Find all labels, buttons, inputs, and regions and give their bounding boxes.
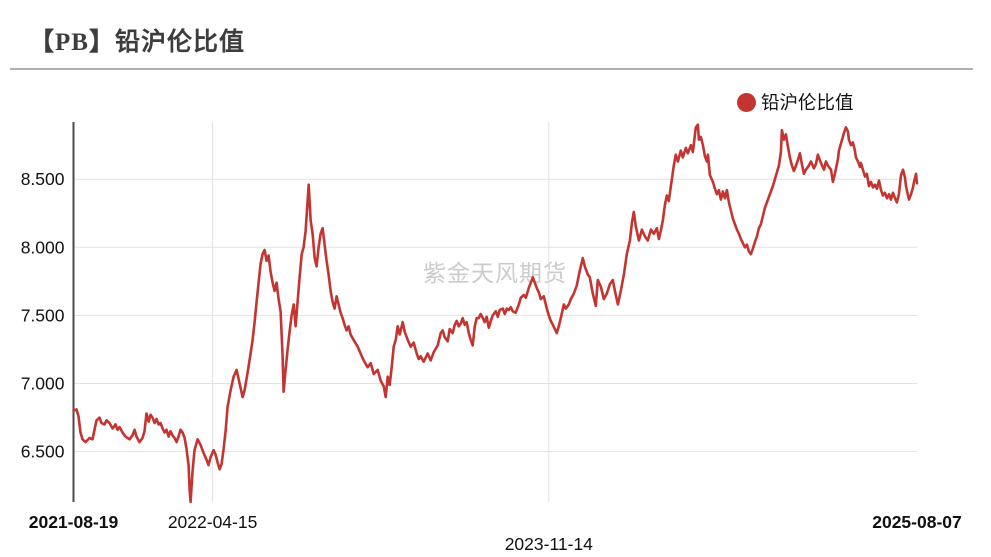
y-tick-label: 6.500 bbox=[21, 442, 65, 462]
legend-marker-icon bbox=[737, 92, 756, 112]
legend-label: 铅沪伦比值 bbox=[761, 92, 854, 113]
x-tick-label: 2021-08-19 bbox=[29, 512, 119, 532]
y-tick-label: 7.000 bbox=[21, 374, 65, 394]
y-tick-label: 8.500 bbox=[21, 169, 65, 189]
x-tick-label: 2025-08-07 bbox=[872, 512, 962, 532]
title-divider bbox=[10, 68, 973, 70]
y-tick-label: 8.000 bbox=[21, 237, 65, 257]
y-tick-label: 7.500 bbox=[21, 305, 65, 325]
page-title: 【PB】铅沪伦比值 bbox=[29, 29, 245, 56]
series-line[interactable] bbox=[72, 123, 919, 504]
x-tick-label: 2022-04-15 bbox=[168, 512, 258, 532]
legend-item[interactable]: 铅沪伦比值 bbox=[737, 89, 854, 115]
x-tick-label: 2023-11-14 bbox=[505, 534, 593, 554]
